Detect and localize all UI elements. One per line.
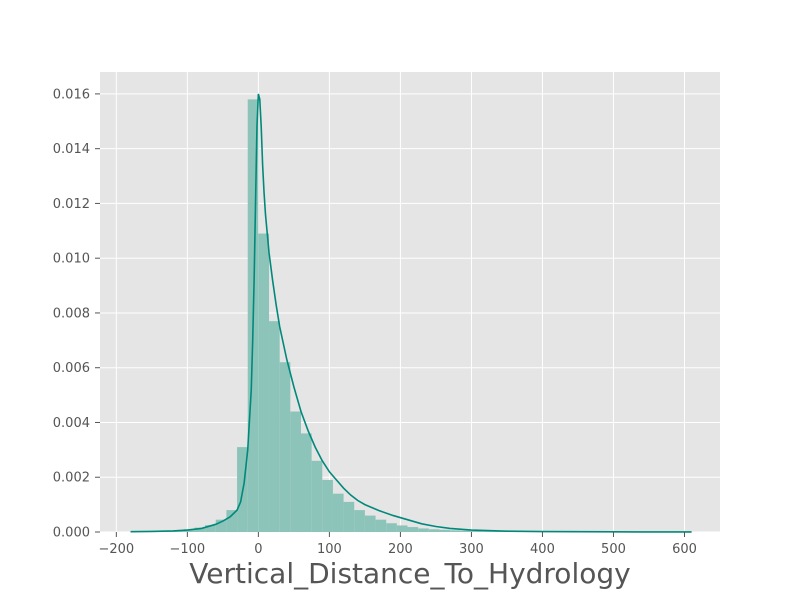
- y-tick-label: 0.002: [53, 471, 90, 486]
- y-tick-label: 0.008: [53, 306, 90, 321]
- y-tick-label: 0.014: [53, 142, 90, 157]
- y-tick-label: 0.010: [53, 252, 90, 267]
- histogram-bar: [439, 529, 451, 532]
- x-tick-label: −200: [98, 542, 134, 557]
- histogram-bar: [215, 519, 227, 532]
- x-tick-label: 200: [388, 542, 413, 557]
- plot-background: [100, 72, 720, 532]
- histogram-bar: [460, 530, 472, 532]
- x-tick-label: 600: [672, 542, 697, 557]
- histogram-bar: [428, 529, 440, 532]
- x-tick-label: 300: [459, 542, 484, 557]
- histogram-bar: [269, 321, 280, 532]
- histogram-bar: [290, 411, 301, 532]
- histogram-bar: [226, 510, 238, 532]
- histogram-bar: [386, 523, 397, 532]
- x-tick-label: −100: [169, 542, 205, 557]
- histogram-bar: [482, 531, 493, 532]
- histogram-bar: [375, 519, 387, 532]
- histogram-bar: [418, 528, 429, 532]
- y-tick-label: 0.000: [53, 526, 90, 541]
- x-tick-label: 0: [254, 542, 262, 557]
- histogram-bar: [258, 233, 270, 533]
- histogram-bar: [343, 501, 355, 532]
- histogram-bar: [471, 530, 483, 532]
- histogram-bar: [450, 530, 461, 532]
- histogram-bar: [364, 515, 376, 532]
- histogram-bar: [332, 493, 344, 532]
- y-tick-label: 0.012: [53, 197, 90, 212]
- x-axis-label: Vertical_Distance_To_Hydrology: [189, 557, 630, 590]
- histogram-bar: [311, 460, 323, 532]
- histogram-bar: [396, 525, 408, 532]
- histogram-bar: [322, 479, 333, 532]
- kde-line: [130, 93, 692, 533]
- x-tick-label: 500: [601, 542, 626, 557]
- histogram-bar: [279, 362, 291, 532]
- histogram-bar: [407, 527, 419, 532]
- y-tick-label: 0.016: [53, 87, 90, 102]
- x-tick-label: 100: [317, 542, 342, 557]
- gridlines: [100, 72, 720, 533]
- y-tick-label: 0.006: [53, 361, 90, 376]
- histogram-bar: [354, 510, 365, 532]
- y-tick-label: 0.004: [53, 416, 90, 431]
- x-tick-label: 400: [530, 542, 555, 557]
- x-axis: −200 −100 0 100 200 300 400 500 600: [98, 532, 697, 557]
- histogram-bar: [194, 527, 206, 532]
- histogram-bar: [205, 525, 216, 532]
- y-axis: 0.000 0.002 0.004 0.006 0.008 0.010 0.012 0.014…: [53, 87, 100, 541]
- histogram-bar: [300, 433, 312, 532]
